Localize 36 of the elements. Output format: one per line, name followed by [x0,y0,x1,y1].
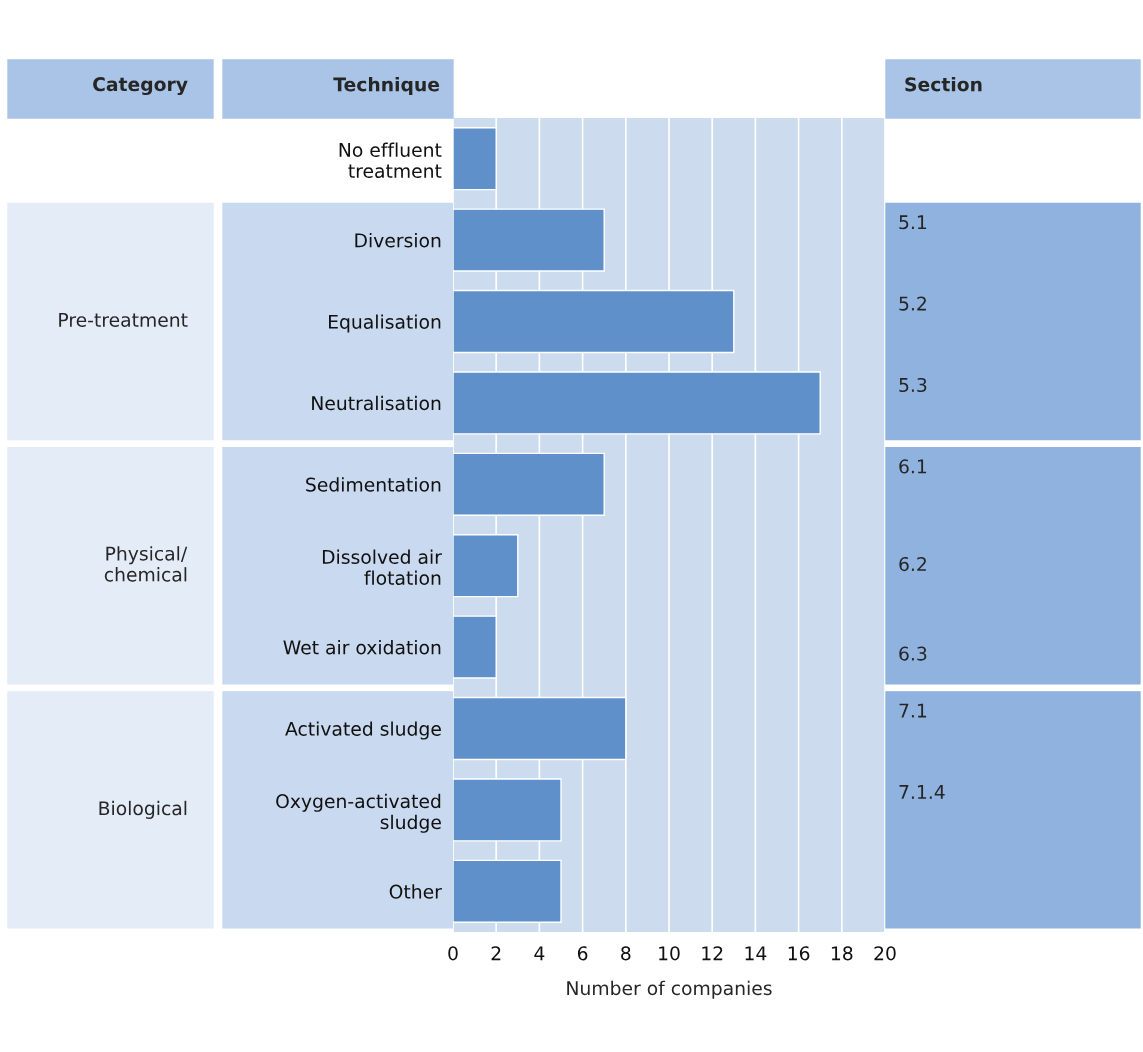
text: 5.1 [899,215,927,230]
text: Pre-treatment [59,313,188,327]
text: 6.3 [899,646,927,661]
y-tick-label: Other [389,884,442,899]
y-axis-title: Technique [333,76,440,96]
x-tick-label: 14 [745,946,767,961]
y-tick-label: Dissolved air flotation [322,549,442,586]
x-tick-label: 20 [874,946,896,961]
x-tick-label: 4 [534,946,545,961]
text: Physical/ chemical [104,546,188,582]
x-tick-label: 16 [788,946,810,961]
x-tick-label: 8 [621,946,631,961]
text: 6.1 [899,459,927,474]
y-tick-label: Activated sludge [285,721,441,740]
text: 5.2 [899,296,926,311]
text: 7.1 [899,703,927,718]
y-tick-label: Neutralisation [312,395,441,411]
y-tick-label: Diversion [355,232,441,248]
y-tick-label: Oxygen-activated sludge [276,793,441,833]
text: 5.3 [899,377,927,393]
text: 7.1.4 [899,785,945,799]
text: Category [93,77,188,96]
text: Biological [99,800,187,819]
x-tick-label: 0 [448,946,458,961]
x-axis-title: Number of companies [567,980,772,999]
y-tick-label: Sedimentation [306,477,441,492]
x-tick-label: 18 [831,946,853,961]
x-tick-label: 2 [491,946,501,961]
x-tick-label: 10 [659,946,680,961]
y-tick-label: Equalisation [329,314,441,333]
x-tick-label: 6 [577,946,588,961]
y-tick-label: No effluent treatment [339,142,442,179]
text: 6.2 [899,556,926,572]
text: Section [905,76,982,92]
y-tick-label: Wet air oxidation [283,639,441,655]
x-tick-label: 12 [702,946,723,961]
